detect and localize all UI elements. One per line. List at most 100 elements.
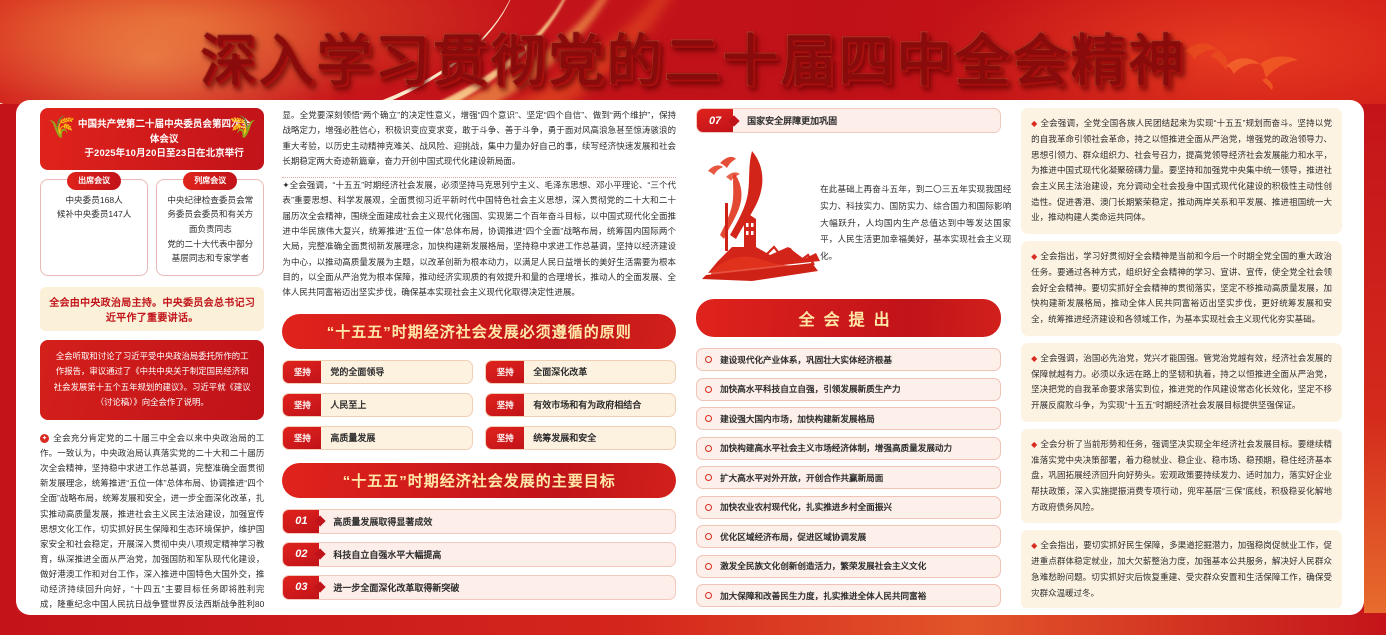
- proposal-item: 扩大高水平对外开放，开创合作共赢新局面: [696, 466, 1002, 489]
- card-tag: 列席会议: [183, 171, 238, 191]
- attendance-cards: 出席会议 中央委员168人 候补中央委员147人 列席会议 中央纪律检查委员会常…: [40, 171, 265, 276]
- principle-item: 坚持 人民至上: [282, 392, 474, 417]
- ring-icon: [705, 444, 713, 452]
- proposal-item: 建设强大国内市场，加快构建新发展格局: [696, 407, 1002, 430]
- goal-item: 03 进一步全面深化改革取得新突破: [282, 574, 677, 600]
- proposal-text: 加大保障和改善民生力度，扎实推进全体人民共同富裕: [720, 590, 927, 601]
- proposal-text: 建设现代化产业体系，巩固壮大实体经济根基: [720, 354, 892, 365]
- bullet-icon: ✦: [40, 433, 49, 443]
- column-principles-goals: 显。全党要深刻领悟“两个确立”的决定性意义，增强“四个意识”、坚定“四个自信”、…: [272, 108, 686, 608]
- meeting-header: 🌾 🌾 中国共产党第二十届中央委员会第四次全体会议 于2025年10月20日至2…: [40, 108, 265, 170]
- ring-icon: [705, 592, 713, 599]
- ring-icon: [705, 385, 713, 393]
- principle-item: 坚持 党的全面领导: [282, 359, 474, 384]
- principle-key: 坚持: [486, 360, 525, 383]
- principle-key: 坚持: [486, 426, 525, 449]
- goal-item: 07 国家安全屏障更加巩固: [696, 108, 1002, 133]
- content-sheet: 🌾 🌾 中国共产党第二十届中央委员会第四次全体会议 于2025年10月20日至2…: [16, 100, 1364, 615]
- diamond-icon: ◆: [1031, 439, 1038, 449]
- banner-glow: [0, 0, 360, 104]
- paragraph-text: 全会强调，“十五五”时期经济社会发展，必须坚持马克思列宁主义、毛泽东思想、邓小平…: [282, 180, 677, 298]
- note-item: ◆ 全会分析了当前形势和任务，强调坚决实现全年经济社会发展目标。要继续精准落实党中…: [1021, 428, 1342, 524]
- goal-number: 01: [283, 509, 320, 533]
- bottom-strip: [0, 613, 1386, 635]
- column-meeting-info: 🌾 🌾 中国共产党第二十届中央委员会第四次全体会议 于2025年10月20日至2…: [26, 108, 272, 608]
- proposal-item: 优化区域经济布局，促进区域协调发展: [696, 525, 1002, 548]
- emblem-illustration: 在此基础上再奋斗五年，到二〇三五年实现我国经济实力、科技实力、国防实力、综合国力…: [696, 143, 1011, 295]
- right-edge: [1364, 104, 1386, 624]
- ring-icon: [705, 503, 713, 511]
- card-line: 中央纪律检查委员会常务委员会委员和有关方面负责同志: [167, 194, 254, 234]
- flag-great-wall-icon: [702, 151, 821, 281]
- proposal-text: 扩大高水平对外开放，开创合作共赢新局面: [720, 472, 884, 483]
- proposal-text: 加快构建高水平社会主义市场经济体制，增强高质量发展动力: [720, 443, 953, 453]
- note-text: 全会指出，要切实抓好民生保障，多渠道挖掘潜力，加强稳岗促就业工作，促进重点群体稳…: [1031, 540, 1332, 598]
- diamond-icon: ◆: [1031, 252, 1038, 262]
- note-item: ◆ 全会强调，治国必先治党，党兴才能国强。管党治党越有效，经济社会发展的保障就越有…: [1021, 342, 1342, 422]
- goal-number: 07: [697, 109, 734, 132]
- bullet-icon: ✦: [282, 180, 290, 191]
- principle-value: 党的全面领导: [330, 367, 385, 378]
- column-notes: ◆ 全会强调，全党全国各族人民团结起来为实现“十五五”规划而奋斗。坚持以党的自我革…: [1011, 108, 1354, 608]
- proposal-item: 加快构建高水平社会主义市场经济体制，增强高质量发展动力: [696, 436, 1002, 460]
- proposal-item: 建设现代化产业体系，巩固壮大实体经济根基: [696, 348, 1002, 371]
- principle-item: 坚持 高质量发展: [282, 425, 474, 450]
- proposal-text: 激发全民族文化创新创造活力，繁荣发展社会主义文化: [720, 561, 927, 571]
- left-edge: [0, 104, 16, 624]
- paragraph-text: 显。全党要深刻领悟“两个确立”的决定性意义，增强“四个意识”、坚定“四个自信”、…: [282, 110, 677, 166]
- principle-key: 坚持: [283, 426, 322, 449]
- card-tag: 出席会议: [67, 171, 122, 191]
- goal-text: 国家安全屏障更加巩固: [747, 116, 838, 126]
- principle-value: 高质量发展: [330, 433, 376, 444]
- principle-value: 人民至上: [330, 400, 367, 411]
- note-text: 全会指出，学习好贯彻好全会精神是当前和今后一个时期全党全国的重大政治任务。要通过…: [1031, 251, 1332, 325]
- diamond-icon: ◆: [1031, 119, 1038, 128]
- principle-item: 坚持 全面深化改革: [485, 359, 677, 384]
- card-line: 中央委员168人: [65, 194, 123, 205]
- note-text: 全会强调，全党全国各族人民团结起来为实现“十五五”规划而奋斗。坚持以党的自我革命…: [1031, 118, 1332, 223]
- card-line: 党的二十大代表中部分基层同志和专家学者: [167, 238, 254, 264]
- wheat-ear-icon: 🌾: [228, 114, 257, 139]
- goal-text: 科技自立自强水平大幅提高: [333, 549, 442, 560]
- principle-value: 全面深化改革: [533, 367, 588, 378]
- paragraph: ✦ 全会充分肯定党的二十届三中全会以来中央政治局的工作。一致认为，中央政治局认真落…: [40, 431, 264, 608]
- proposals-title: 全会提出: [696, 299, 1002, 337]
- principle-key: 坚持: [486, 393, 525, 416]
- ring-icon: [705, 356, 713, 363]
- proposals-list: 建设现代化产业体系，巩固壮大实体经济根基 加快高水平科技自立自强，引领发展新质生…: [696, 348, 1002, 608]
- card-line: 候补中央委员147人: [56, 209, 132, 220]
- diamond-icon: ◆: [1031, 353, 1038, 363]
- attendance-card: 列席会议 中央纪律检查委员会常务委员会委员和有关方面负责同志 党的二十大代表中部…: [156, 171, 265, 276]
- top-banner: 深入学习贯彻党的二十届四中全会精神: [0, 0, 1386, 104]
- proposal-text: 建设强大国内市场，加快构建新发展格局: [720, 413, 875, 424]
- note-text: 全会分析了当前形势和任务，强调坚决实现全年经济社会发展目标。要继续精准落实党中央…: [1031, 438, 1332, 512]
- proposal-item: 加快高水平科技自立自强，引领发展新质生产力: [696, 377, 1002, 401]
- goal-text: 进一步全面深化改革取得新突破: [333, 582, 460, 593]
- goal-item: 02 科技自立自强水平大幅提高: [282, 541, 677, 567]
- principle-value: 统筹发展和安全: [533, 433, 597, 444]
- principle-key: 坚持: [283, 360, 322, 383]
- note-item: ◆ 全会指出，学习好贯彻好全会精神是当前和今后一个时期全党全国的重大政治任务。要通…: [1021, 241, 1342, 336]
- proposal-item: 激发全民族文化创新创造活力，繁荣发展社会主义文化: [696, 554, 1002, 578]
- proposal-text: 加快农业农村现代化，扎实推进乡村全面振兴: [720, 502, 892, 512]
- goal-text: 高质量发展取得显著成效: [333, 516, 433, 527]
- divider: [282, 177, 677, 179]
- principles-list: 坚持 党的全面领导 坚持 全面深化改革 坚持 人民至上 坚持 有效市场和有为政府…: [282, 359, 677, 450]
- goal-number: 03: [283, 575, 320, 599]
- report-block: 全会听取和讨论了习近平受中央政治局委托所作的工作报告，审议通过了《中共中央关于制…: [40, 339, 265, 420]
- wheat-ear-icon: 🌾: [48, 114, 76, 139]
- proposal-text: 优化区域经济布局，促进区域协调发展: [720, 531, 867, 542]
- ring-icon: [705, 415, 713, 422]
- diamond-icon: ◆: [1031, 541, 1038, 551]
- ring-icon: [705, 533, 713, 540]
- paragraph-text: 全会充分肯定党的二十届三中全会以来中央政治局的工作。一致认为，中央政治局认真落实…: [40, 432, 265, 608]
- column-proposals: 07 国家安全屏障更加巩固 在此基础上再奋斗五年，到二〇: [686, 108, 1011, 608]
- principle-item: 坚持 有效市场和有为政府相结合: [485, 392, 677, 417]
- proposal-text: 加快高水平科技自立自强，引领发展新质生产力: [720, 384, 901, 394]
- note-item: ◆ 全会强调，全党全国各族人民团结起来为实现“十五五”规划而奋斗。坚持以党的自我革…: [1021, 108, 1342, 235]
- goal-number: 02: [283, 542, 320, 566]
- proposal-item: 加快农业农村现代化，扎实推进乡村全面振兴: [696, 495, 1002, 519]
- attendance-card: 出席会议 中央委员168人 候补中央委员147人: [40, 171, 149, 276]
- note-text: 全会强调，治国必先治党，党兴才能国强。管党治党越有效，经济社会发展的保障就越有力…: [1031, 352, 1332, 411]
- principle-value: 有效市场和有为政府相结合: [533, 400, 642, 411]
